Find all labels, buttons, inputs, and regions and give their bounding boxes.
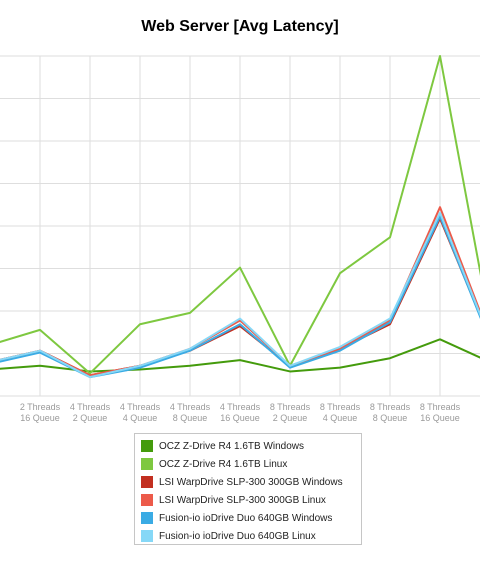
x-tick-label: 8 Threads 16 Queue <box>420 402 461 423</box>
legend: OCZ Z-Drive R4 1.6TB Windows OCZ Z-Drive … <box>134 433 362 545</box>
legend-swatch <box>141 458 153 470</box>
legend-label: Fusion-io ioDrive Duo 640GB Linux <box>159 530 316 542</box>
legend-swatch <box>141 476 153 488</box>
legend-swatch <box>141 512 153 524</box>
grid-layer <box>0 55 480 397</box>
legend-swatch <box>141 440 153 452</box>
legend-label: OCZ Z-Drive R4 1.6TB Linux <box>159 458 288 470</box>
x-tick-label: 4 Threads 8 Queue <box>170 402 211 423</box>
legend-item: OCZ Z-Drive R4 1.6TB Linux <box>141 455 361 473</box>
x-tick-label: 4 Threads 2 Queue <box>70 402 111 423</box>
series-line-2 <box>0 55 480 375</box>
legend-item: Fusion-io ioDrive Duo 640GB Windows <box>141 509 361 527</box>
legend-label: Fusion-io ioDrive Duo 640GB Windows <box>159 512 333 524</box>
legend-label: LSI WarpDrive SLP-300 300GB Windows <box>159 476 343 488</box>
x-tick-label: 8 Threads 4 Queue <box>320 402 361 423</box>
legend-item: LSI WarpDrive SLP-300 300GB Windows <box>141 473 361 491</box>
x-tick-label: 8 Threads 8 Queue <box>370 402 411 423</box>
legend-item: Fusion-io ioDrive Duo 640GB Linux <box>141 527 361 545</box>
series-layer <box>0 55 480 379</box>
chart-title: Web Server [Avg Latency] <box>141 18 339 35</box>
legend-swatch <box>141 530 153 542</box>
x-tick-label: 8 Threads 2 Queue <box>270 402 311 423</box>
x-tick-label: 4 Threads 4 Queue <box>120 402 161 423</box>
legend-item: LSI WarpDrive SLP-300 300GB Linux <box>141 491 361 509</box>
legend-item: OCZ Z-Drive R4 1.6TB Windows <box>141 437 361 455</box>
series-line-6 <box>0 211 480 379</box>
legend-label: LSI WarpDrive SLP-300 300GB Linux <box>159 494 326 506</box>
legend-label: OCZ Z-Drive R4 1.6TB Windows <box>159 440 305 452</box>
x-tick-label: 4 Threads 16 Queue <box>220 402 261 423</box>
legend-swatch <box>141 494 153 506</box>
x-tick-label: 2 Threads 16 Queue <box>20 402 61 423</box>
